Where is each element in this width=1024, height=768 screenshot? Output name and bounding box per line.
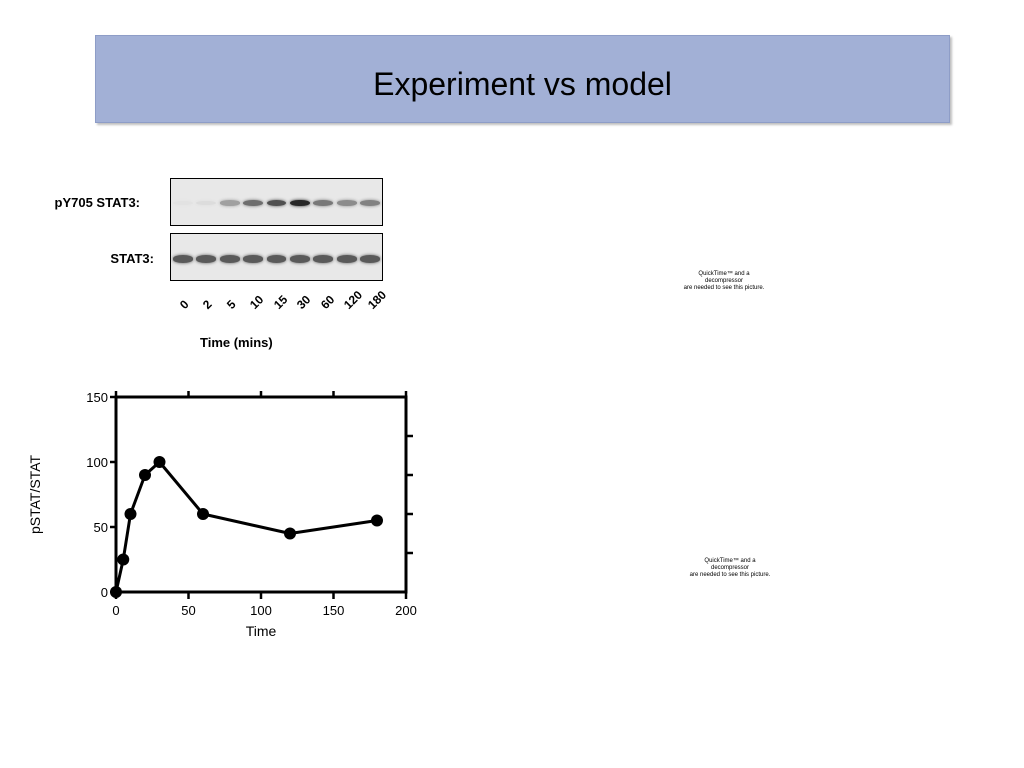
- y-tick-label: 100: [86, 455, 108, 470]
- y-tick-label: 0: [101, 585, 108, 600]
- blot-band: [243, 255, 263, 263]
- blot-band: [172, 255, 193, 263]
- blot-time-tick: 60: [317, 292, 338, 312]
- blot-band: [266, 199, 287, 207]
- blot-time-tick: 180: [364, 287, 389, 312]
- data-point: [284, 527, 296, 540]
- blot-band: [360, 255, 381, 263]
- blot-band: [313, 255, 334, 263]
- y-tick-label: 50: [94, 520, 108, 535]
- slide-title: Experiment vs model: [373, 66, 672, 102]
- data-point: [197, 508, 209, 520]
- placeholder-text: decompressor: [710, 565, 749, 571]
- blot-time-tick: 30: [294, 292, 314, 312]
- blot-band: [219, 255, 240, 263]
- blot-time-tick: 0: [177, 297, 192, 312]
- x-tick-label: 50: [181, 603, 195, 618]
- placeholder-text: QuickTime™ and a: [698, 271, 750, 277]
- data-point: [110, 586, 122, 598]
- blot-label-total: STAT3:: [110, 251, 154, 266]
- data-point: [139, 469, 151, 481]
- data-series-line: [114, 460, 378, 593]
- y-tick-label: 150: [86, 390, 108, 405]
- data-point: [371, 514, 383, 527]
- blot-band: [360, 200, 381, 206]
- data-point: [117, 553, 130, 566]
- x-tick-label: 100: [250, 603, 272, 618]
- blot-band: [289, 199, 310, 207]
- blot-band: [172, 200, 193, 206]
- x-tick-label: 200: [395, 603, 417, 618]
- blot-time-tick: 15: [270, 292, 291, 312]
- data-point: [153, 456, 166, 468]
- blot-time-tick: 120: [341, 287, 366, 312]
- quicktime-placeholder-2: QuickTime™ and a decompressor are needed…: [660, 558, 800, 579]
- blot-band: [313, 200, 334, 206]
- title-banner: Experiment vs model: [95, 35, 950, 123]
- blot-time-tick: 2: [200, 297, 216, 312]
- western-blot-total: [170, 233, 383, 281]
- western-blot-phospho: [170, 178, 383, 226]
- blot-time-labels: 0 2 5 10 15 30 60 120 180: [170, 287, 389, 320]
- blot-band: [243, 200, 263, 206]
- placeholder-text: are needed to see this picture.: [689, 572, 771, 578]
- pstat-line-chart: 0 50 100 150 200 0 50 100 150 Time pSTAT/STAT: [27, 390, 417, 639]
- data-point: [124, 508, 137, 520]
- blot-label-phospho: pY705 STAT3:: [54, 195, 140, 210]
- placeholder-text: decompressor: [704, 278, 743, 284]
- quicktime-placeholder-1: QuickTime™ and a decompressor are needed…: [654, 271, 794, 292]
- blot-band: [289, 255, 310, 263]
- placeholder-text: QuickTime™ and a: [704, 558, 756, 564]
- x-axis-label: Time: [246, 623, 277, 639]
- x-tick-label: 150: [323, 603, 345, 618]
- blot-band: [266, 255, 287, 263]
- y-axis-label: pSTAT/STAT: [27, 455, 43, 535]
- blot-band: [336, 200, 357, 206]
- blot-time-tick: 5: [223, 297, 239, 312]
- blot-band: [336, 255, 357, 263]
- plot-frame: [114, 395, 408, 594]
- blot-band: [219, 200, 240, 206]
- placeholder-text: are needed to see this picture.: [683, 285, 765, 291]
- x-tick-label: 0: [112, 603, 119, 618]
- blot-band: [196, 200, 217, 206]
- blot-time-axis-label: Time (mins): [200, 335, 273, 350]
- blot-time-tick: 10: [247, 292, 267, 312]
- blot-band: [196, 255, 217, 263]
